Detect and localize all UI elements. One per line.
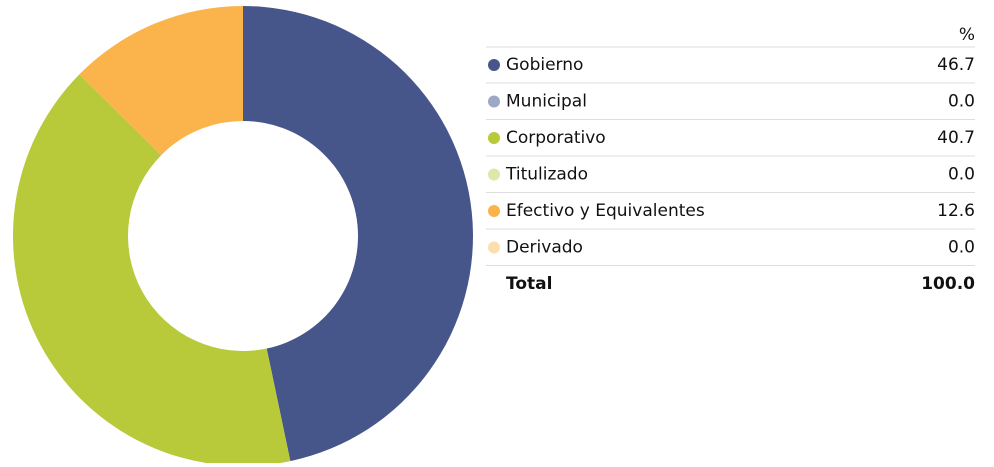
value-label: 40.7 (937, 128, 975, 148)
donut-slice (79, 6, 243, 156)
legend-label: Corporativo (506, 128, 606, 148)
legend-label: Titulizado (505, 165, 588, 185)
value-label: 0.0 (948, 238, 975, 258)
value-label: 0.0 (948, 165, 975, 185)
total-label: Total (506, 274, 552, 294)
legend-label: Gobierno (506, 55, 583, 75)
legend-label: Municipal (506, 92, 587, 112)
legend-label: Efectivo y Equivalentes (506, 201, 705, 221)
donut-slice (13, 74, 291, 467)
legend-swatch (488, 168, 500, 181)
legend-swatch (488, 59, 500, 71)
legend-swatch (488, 95, 500, 108)
legend-swatch (488, 132, 500, 144)
legend-label: Derivado (506, 238, 583, 258)
value-label: 46.7 (937, 55, 975, 75)
value-label: 0.0 (948, 92, 975, 112)
total-value: 100.0 (921, 274, 975, 294)
value-header: % (959, 25, 975, 45)
legend-swatch (488, 205, 500, 217)
value-label: 12.6 (937, 201, 975, 221)
donut-slice (243, 6, 473, 462)
legend-swatch (488, 241, 500, 254)
